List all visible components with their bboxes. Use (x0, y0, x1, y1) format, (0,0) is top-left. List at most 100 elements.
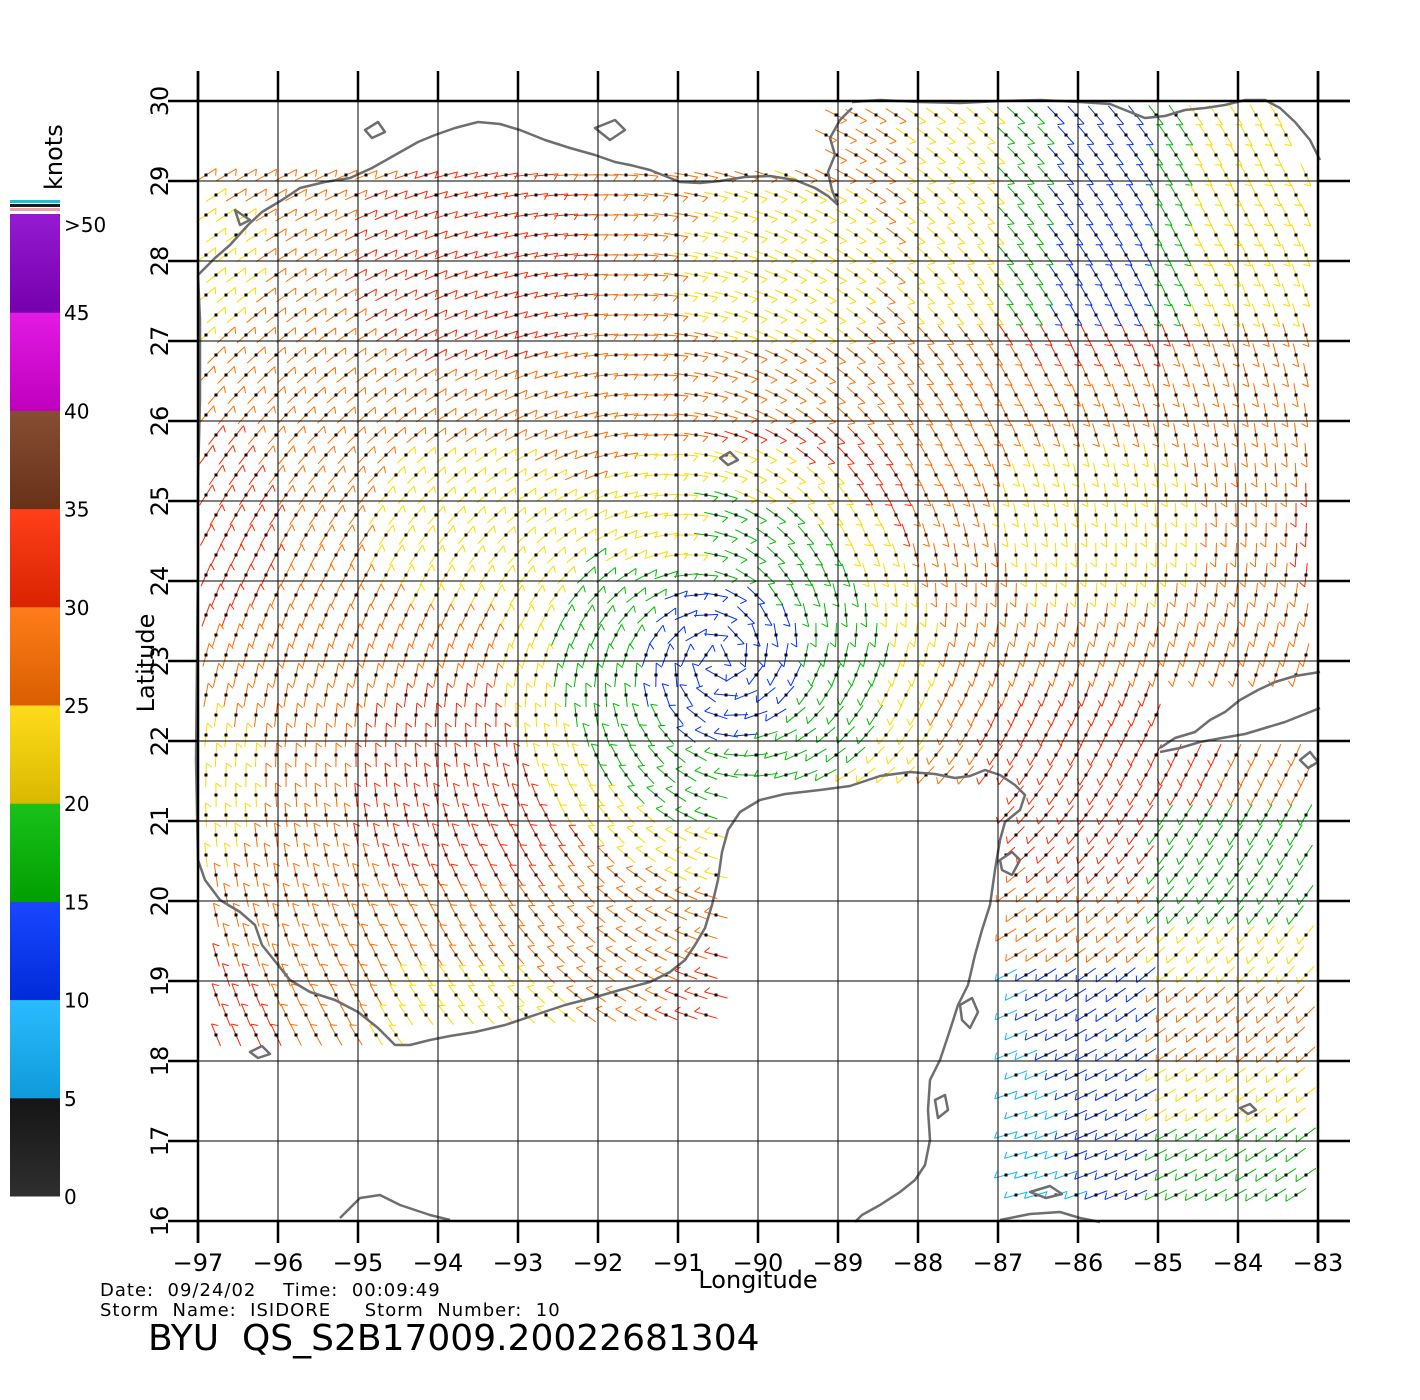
wind-barb-flag (634, 413, 639, 420)
wind-barb-dot (784, 293, 788, 297)
wind-barb-dot (544, 213, 548, 217)
wind-barb-flag (889, 641, 896, 648)
wind-barb-dot (974, 153, 978, 157)
wind-barb-flag (879, 201, 887, 205)
wind-barb-dot (924, 213, 928, 217)
wind-barb-dot (544, 453, 548, 457)
wind-barb-dot (1284, 613, 1288, 617)
wind-barb-dot (1204, 493, 1208, 497)
wind-barb-dot (1304, 293, 1308, 297)
wind-barb-flag (713, 614, 719, 621)
wind-barb-flag (1159, 582, 1166, 588)
wind-barb-dot (1084, 333, 1088, 337)
wind-barb-dot (884, 453, 888, 457)
wind-barb-flag (1261, 423, 1269, 428)
wind-barb-dot (944, 333, 948, 337)
wind-barb-dot (404, 653, 408, 657)
wind-barb-dot (1244, 333, 1248, 337)
wind-barb-flag (305, 228, 307, 236)
wind-barb-flag (330, 564, 336, 571)
wind-barb-flag (214, 326, 217, 334)
wind-barb-dot (934, 633, 938, 637)
wind-barb-flag (343, 426, 347, 434)
wind-barb-flag (1248, 641, 1254, 648)
wind-barb-dot (1064, 133, 1068, 137)
wind-barb-dot (1144, 133, 1148, 137)
wind-barb-dot (994, 513, 998, 517)
wind-barb-dot (354, 313, 358, 317)
wind-barb-flag (354, 406, 357, 414)
wind-barb-dot (634, 353, 638, 357)
wind-barb-dot (804, 613, 808, 617)
wind-barb-dot (994, 553, 998, 557)
wind-barb-flag (1143, 383, 1151, 387)
wind-barb-dot (324, 173, 328, 177)
wind-barb-flag (233, 366, 237, 374)
wind-barb-flag (254, 366, 257, 374)
wind-barb-dot (1294, 513, 1298, 517)
wind-barb-flag (849, 642, 856, 648)
wind-barb-flag (278, 662, 284, 669)
wind-barb-flag (1017, 203, 1025, 206)
wind-barb-flag (1207, 680, 1214, 687)
wind-barb-flag (1001, 543, 1009, 548)
wind-barb-flag (623, 274, 629, 281)
wind-barb-flag (1251, 443, 1258, 448)
wind-barb-flag (663, 394, 669, 402)
wind-barb-dot (754, 553, 758, 557)
wind-barb-dot (304, 733, 308, 737)
wind-barb-flag (1053, 443, 1061, 447)
wind-barb-dot (934, 313, 938, 317)
wind-barb-dot (934, 153, 938, 157)
wind-barb-dot (1274, 433, 1278, 437)
wind-barb-dot (764, 373, 768, 377)
wind-barb-flag (1224, 224, 1232, 227)
wind-barb-flag (1057, 123, 1065, 126)
wind-barb-dot (454, 673, 458, 677)
wind-barb-flag (485, 389, 488, 397)
wind-barb-flag (1283, 224, 1291, 227)
wind-barb-dot (474, 633, 478, 637)
wind-barb-flag (419, 623, 425, 630)
wind-barb-dot (244, 693, 248, 697)
wind-barb-dot (984, 133, 988, 137)
wind-barb-flag (819, 320, 827, 325)
wind-barb-flag (276, 742, 283, 748)
wind-barb-flag (285, 228, 287, 236)
wind-barb-dot (784, 493, 788, 497)
wind-barb-flag (1147, 719, 1153, 727)
wind-barb-dot (284, 373, 288, 377)
wind-barb-dot (324, 453, 328, 457)
wind-barb-dot (1034, 273, 1038, 277)
wind-barb-flag (386, 722, 393, 728)
wind-barb-flag (585, 682, 592, 688)
wind-barb-flag (968, 182, 976, 185)
wind-barb-dot (274, 593, 278, 597)
wind-barb-flag (790, 642, 798, 648)
wind-barb-dot (644, 693, 648, 697)
wind-barb-flag (1191, 483, 1198, 488)
wind-barb-dot (994, 273, 998, 277)
wind-barb-dot (214, 673, 218, 677)
wind-barb-dot (394, 313, 398, 317)
wind-barb-dot (614, 353, 618, 357)
wind-barb-dot (494, 513, 498, 517)
wind-barb-dot (1044, 373, 1048, 377)
wind-barb-dot (554, 673, 558, 677)
wind-barb-flag (1300, 462, 1308, 468)
wind-barb-flag (584, 470, 588, 478)
wind-barb-dot (814, 673, 818, 677)
wind-barb-flag (1183, 343, 1191, 347)
wind-barb-dot (824, 293, 828, 297)
wind-barb-dot (654, 593, 658, 597)
wind-barb-dot (1074, 313, 1078, 317)
wind-barb-flag (928, 222, 936, 225)
wind-barb-dot (344, 573, 348, 577)
wind-barb-flag (765, 714, 767, 722)
wind-barb-dot (464, 293, 468, 297)
wind-barb-dot (744, 413, 748, 417)
wind-barb-dot (1284, 213, 1288, 217)
wind-barb-flag (807, 502, 816, 505)
wind-barb-flag (585, 508, 587, 516)
wind-barb-dot (374, 353, 378, 357)
